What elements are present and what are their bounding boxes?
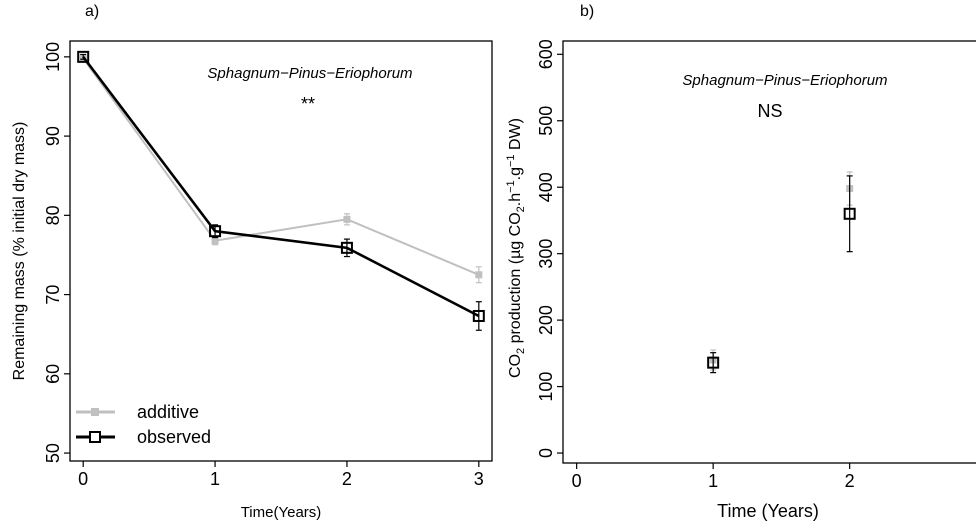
a-y-tick-label: 60 xyxy=(43,364,63,384)
panel-b-title: Sphagnum−Pinus−Eriophorum xyxy=(682,72,887,89)
panel-b-significance: NS xyxy=(757,101,782,121)
panel-a-title: Sphagnum−Pinus−Eriophorum xyxy=(207,65,412,82)
a-additive-line xyxy=(82,57,480,276)
panel-b-y-axis-label: CO2 production (µg CO2.h−1.g−1 DW) xyxy=(505,118,527,378)
a-observed-point xyxy=(77,50,90,63)
panel-a: a) Sphagnum−Pinus−Eriophorum ** Remainin… xyxy=(11,3,493,521)
legend-additive-marker xyxy=(91,408,99,416)
panel-b-plot-area xyxy=(562,40,976,464)
a-y-tick-label: 80 xyxy=(43,205,63,225)
panel-a-label: a) xyxy=(85,3,99,20)
a-observed-point xyxy=(209,225,222,238)
b-y-tick-label: 0 xyxy=(536,448,556,458)
a-additive-point xyxy=(343,215,351,223)
a-y-tick-label: 50 xyxy=(43,443,63,463)
panel-a-marks xyxy=(77,50,485,331)
legend-observed-label: observed xyxy=(137,427,211,447)
b-y-tick-label: 500 xyxy=(536,106,556,136)
b-y-tick-label: 300 xyxy=(536,239,556,269)
panel-b-marks xyxy=(707,171,856,374)
panel-a-legend: additive observed xyxy=(76,402,211,447)
panel-a-significance: ** xyxy=(301,94,315,114)
b-x-tick-label: 2 xyxy=(845,471,855,491)
legend-observed-marker xyxy=(89,431,101,443)
a-additive-point xyxy=(211,237,219,245)
b-x-tick-label: 0 xyxy=(572,471,582,491)
a-observed-point xyxy=(340,241,353,254)
panel-a-x-axis: 0 1 2 3 xyxy=(78,461,484,489)
a-x-tick-label: 3 xyxy=(474,469,484,489)
a-observed-point xyxy=(472,309,485,322)
a-y-tick-label: 90 xyxy=(43,126,63,146)
a-additive-point xyxy=(475,271,483,279)
b-y-tick-label: 200 xyxy=(536,305,556,335)
b-y-tick-label: 100 xyxy=(536,372,556,402)
panel-b-y-axis: 0 100 200 300 400 500 600 xyxy=(536,39,563,458)
a-x-tick-label: 0 xyxy=(78,469,88,489)
b-observed-point xyxy=(707,356,720,369)
a-y-tick-label: 70 xyxy=(43,285,63,305)
panel-a-x-axis-label: Time(Years) xyxy=(241,504,322,521)
b-observed-point xyxy=(843,207,856,220)
b-x-tick-label: 1 xyxy=(708,471,718,491)
legend-item-additive: additive xyxy=(76,402,199,422)
panel-a-plot-area xyxy=(69,40,493,462)
panel-b: b) Sphagnum−Pinus−Eriophorum NS CO2 prod… xyxy=(505,3,976,521)
b-y-tick-label: 600 xyxy=(536,39,556,69)
legend-item-observed: observed xyxy=(76,427,211,447)
legend-additive-label: additive xyxy=(137,402,199,422)
panel-a-y-axis-label: Remaining mass (% initial dry mass) xyxy=(11,122,28,381)
a-x-tick-label: 1 xyxy=(210,469,220,489)
b-y-tick-label: 400 xyxy=(536,172,556,202)
a-observed-line xyxy=(82,56,480,318)
panel-b-x-axis-label: Time (Years) xyxy=(717,501,819,521)
panel-b-label: b) xyxy=(580,3,594,20)
a-y-tick-label: 100 xyxy=(43,42,63,72)
panel-a-y-axis: 50 60 70 80 90 100 xyxy=(43,42,70,463)
a-x-tick-label: 2 xyxy=(342,469,352,489)
